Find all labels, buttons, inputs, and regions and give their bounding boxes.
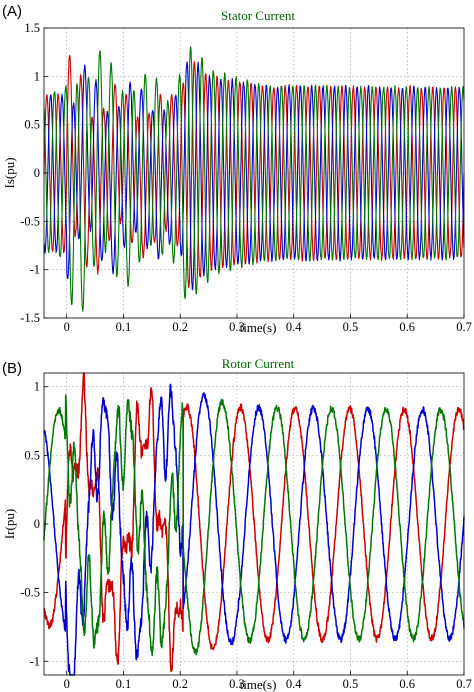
stator-x-tick-label: 0.3 bbox=[229, 320, 245, 334]
stator-x-tick-label: 0.4 bbox=[286, 320, 302, 334]
stator-x-tick-label: 0.5 bbox=[343, 320, 359, 334]
stator-y-tick-label: -0.5 bbox=[20, 214, 40, 228]
stator-x-tick-label: 0.1 bbox=[116, 320, 132, 334]
rotor-y-tick-label: -1 bbox=[30, 654, 40, 668]
stator-y-tick-label: -1 bbox=[30, 263, 40, 277]
rotor-x-tick-label: 0 bbox=[64, 677, 70, 691]
rotor-y-tick-label: -0.5 bbox=[20, 586, 40, 600]
stator-y-tick-label: 0.5 bbox=[24, 118, 40, 132]
panel-label-b: (B) bbox=[2, 360, 22, 377]
stator-y-axis-label: Is(pu) bbox=[2, 157, 17, 188]
rotor-x-tick-label: 0.3 bbox=[229, 677, 245, 691]
rotor-y-tick-label: 1 bbox=[34, 380, 40, 394]
rotor-ticks: 0 0.1 0.2 0.3 0.4 0.5 0.6 0.7 -1 -0.5 0 0.5 1 bbox=[20, 380, 472, 691]
rotor-y-axis-label: Ir(pu) bbox=[2, 509, 17, 539]
rotor-x-tick-label: 0.4 bbox=[286, 677, 302, 691]
stator-y-tick-label: 0 bbox=[34, 166, 40, 180]
rotor-chart-title: Rotor Current bbox=[222, 356, 295, 371]
rotor-y-tick-label: 0 bbox=[34, 517, 40, 531]
rotor-x-tick-label: 0.1 bbox=[116, 677, 132, 691]
stator-series-green-line bbox=[43, 46, 465, 312]
rotor-series-red-line bbox=[43, 372, 465, 673]
stator-y-tick-label: 1 bbox=[34, 69, 40, 83]
rotor-x-tick-label: 0.5 bbox=[343, 677, 359, 691]
stator-series-blue-line bbox=[43, 61, 465, 291]
rotor-current-panel: (B) Rotor Current 0 0.1 0.2 0.3 0.4 0.5 0.6 0.7… bbox=[2, 356, 472, 692]
rotor-series-green-line bbox=[43, 394, 465, 657]
stator-ticks: 0 0.1 0.2 0.3 0.4 0.5 0.6 0.7 -1.5 -1 -0.5 0 0.5 1 1.5 bbox=[20, 21, 472, 334]
stator-x-tick-label: 0.2 bbox=[172, 320, 188, 334]
stator-x-tick-label: 0.7 bbox=[456, 320, 472, 334]
stator-series-group bbox=[43, 46, 465, 312]
rotor-x-tick-label: 0.7 bbox=[456, 677, 472, 691]
rotor-x-axis-label: time(s) bbox=[240, 677, 277, 692]
stator-x-tick-label: 0 bbox=[64, 320, 70, 334]
panel-label-a: (A) bbox=[2, 3, 22, 20]
stator-chart-title: Stator Current bbox=[221, 8, 295, 23]
stator-y-tick-label: -1.5 bbox=[20, 311, 40, 325]
rotor-x-tick-label: 0.2 bbox=[172, 677, 188, 691]
rotor-x-tick-label: 0.6 bbox=[399, 677, 415, 691]
stator-y-tick-label: 1.5 bbox=[24, 21, 40, 35]
stator-current-panel: (A) Stator Current 0 0.1 0.2 0.3 0.4 0.5 0.6 0.… bbox=[2, 3, 472, 335]
rotor-y-tick-label: 0.5 bbox=[24, 448, 40, 462]
rotor-series-group bbox=[43, 372, 465, 676]
stator-x-axis-label: time(s) bbox=[240, 320, 277, 335]
stator-x-tick-label: 0.6 bbox=[399, 320, 415, 334]
stator-series-red-line bbox=[43, 54, 465, 289]
rotor-series-blue-line bbox=[43, 383, 465, 676]
